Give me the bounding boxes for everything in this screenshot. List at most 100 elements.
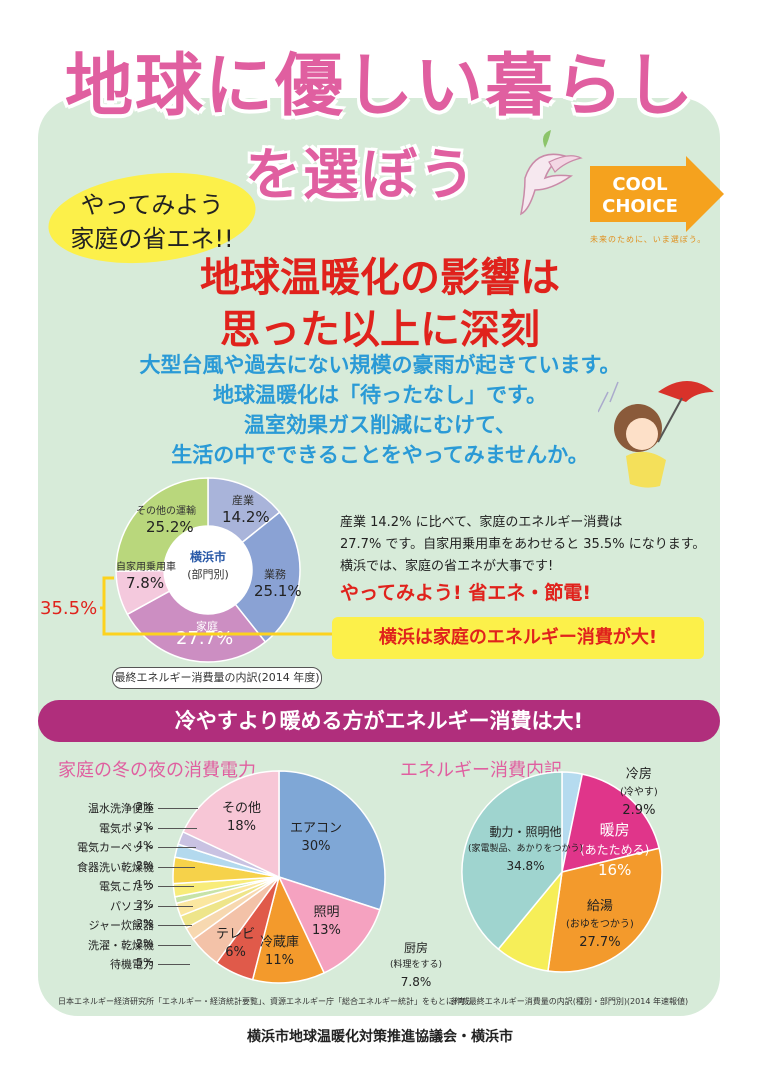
slice-label: 電気ポット	[99, 821, 154, 835]
chart2-inner-label: 冷蔵庫 11%	[260, 934, 299, 970]
pie-slice-4	[461, 771, 563, 951]
slice-label: パソコン	[110, 899, 154, 913]
slice-label: テレビ	[216, 927, 256, 942]
slice-value: 2%	[136, 936, 154, 950]
slice-value: 2.9%	[622, 803, 656, 818]
badge-text: やってみよう 家庭の省エネ!!	[44, 188, 260, 256]
slice-value: 6%	[225, 945, 246, 960]
slice-value: 11%	[265, 953, 294, 968]
pie-slice-2	[251, 874, 326, 984]
slice-value: 7.8%	[400, 975, 432, 989]
chart2-title: 家庭の冬の夜の消費電力	[58, 760, 256, 781]
pie-slice-1	[561, 773, 661, 874]
slice-label: 待機電力	[110, 958, 154, 971]
leader-line	[158, 905, 193, 907]
slice-value: 18%	[227, 819, 256, 834]
footer-credit: 横浜市地球温暖化対策推進協議会・横浜市	[247, 1029, 513, 1045]
chart2-inner-label: 照明 13%	[312, 904, 341, 940]
slice-value: 2%	[136, 897, 154, 911]
slice-value: 4%	[136, 839, 154, 852]
slice-label: 業務	[264, 568, 286, 581]
slice-sublabel: (料理をする)	[390, 960, 443, 970]
donut-center-sub: (部門別)	[187, 568, 229, 581]
combined-percent-label: 35.5%	[40, 598, 98, 619]
chart2-side-label: 電気カーペット	[58, 839, 154, 855]
pie-slice-2	[547, 847, 663, 973]
chart3-label: 厨房 (料理をする) 7.8%	[390, 940, 442, 991]
leader-line	[158, 944, 191, 946]
yokohama-energy-donut-chart	[115, 477, 301, 663]
slice-label: 厨房	[404, 941, 429, 955]
slice-value: 5%	[136, 956, 154, 969]
slice-label: 自家用乗用車	[116, 562, 176, 573]
slice-value: 30%	[301, 839, 331, 854]
lead-line: 生活の中でできることをやってみませんか。	[171, 443, 589, 467]
girl-umbrella-illustration	[598, 381, 714, 488]
pie-slice-1	[277, 875, 381, 974]
donut-center-title: 横浜市	[189, 550, 226, 564]
description-line: 27.7% です。自家用乗用車をあわせると 35.5% になります。	[340, 537, 706, 552]
description-line: 産業 14.2% に比べて、家庭のエネルギー消費は	[340, 515, 623, 530]
chart3-label: 動力・照明他 (家電製品、あかりをつかう) 34.8%	[468, 824, 583, 875]
chart3-label: 暖房 (あたためる) 16%	[580, 820, 649, 880]
chart2-inner-label: テレビ 6%	[216, 926, 255, 962]
logo-choice: CHOICE	[602, 196, 678, 217]
slice-label: 暖房	[599, 821, 630, 839]
chart2-side-label: 電気ポット	[58, 820, 154, 836]
chart2-side-label: 待機電力	[58, 956, 154, 972]
chart2-side-label: 食器洗い乾燥機	[58, 859, 154, 875]
leader-line	[158, 808, 198, 809]
chart2-source-note: 日本エネルギー経済研究所「エネルギー・経済統計要覧」、資源エネルギー庁「総合エネ…	[58, 997, 470, 1006]
slice-sublabel: (家電製品、あかりをつかう)	[468, 844, 584, 854]
chart2-side-label: パソコン	[58, 898, 154, 914]
slice-sublabel: (冷やす)	[620, 787, 658, 798]
slice-label: 給湯	[586, 899, 613, 914]
slice-label: 家庭	[196, 620, 218, 633]
lead-line: 大型台風や過去にない規模の豪雨が起きています。	[139, 353, 621, 377]
chart2-side-label: ジャー炊飯器	[58, 917, 154, 933]
chart3-source-note: 参考:最終エネルギー消費量の内訳(種別・部門別)(2014 年速報値)	[450, 997, 689, 1006]
chart2-inner-label: エアコン 30%	[290, 820, 342, 856]
chart2-side-label: 電気こたつ	[58, 878, 154, 894]
slice-value: 1%	[136, 878, 154, 891]
slice-label: 電気カーペット	[77, 841, 154, 854]
chart2-side-label: 温水洗浄便座	[58, 800, 154, 816]
headline-line2: 思った以上に深刻	[220, 307, 540, 353]
chart3-title: エネルギー消費内訳	[400, 760, 562, 781]
slice-label: ジャー炊飯器	[88, 919, 154, 932]
slice-label: その他	[222, 801, 262, 816]
slice-label: その他の運輸	[136, 506, 196, 517]
slice-sublabel: (あたためる)	[580, 843, 650, 857]
slice-value: 2%	[136, 800, 154, 813]
leader-line	[158, 886, 194, 887]
section-banner-text: 冷やすより暖める方がエネルギー消費は大!	[174, 709, 584, 733]
leader-line	[158, 827, 197, 829]
headline-line1: 地球温暖化の影響は	[200, 255, 560, 301]
highlight-box	[332, 617, 704, 659]
slice-value: 2%	[136, 917, 154, 930]
main-title-line2: を選ぼう	[245, 143, 477, 208]
badge-line1: やってみよう	[80, 191, 224, 219]
slice-label: 動力・照明他	[489, 825, 562, 839]
slice-value: 13%	[312, 923, 341, 938]
slice-label: 電気こたつ	[99, 880, 154, 893]
slice-value: 14.2%	[222, 508, 270, 526]
chart1-caption: 最終エネルギー消費量の内訳(2014 年度)	[112, 667, 322, 689]
lead-line: 地球温暖化は「待ったなし」です。	[213, 383, 547, 407]
badge-line2: 家庭の省エネ!!	[70, 225, 234, 253]
slice-value: 2%	[136, 819, 154, 833]
leader-line	[158, 964, 190, 965]
leader-line	[158, 925, 192, 926]
logo-tagline: 未来のために、いま選ぼう。	[590, 235, 707, 244]
energy-breakdown-pie-chart	[461, 771, 663, 973]
leader-line	[158, 866, 195, 868]
slice-label: 産業	[232, 494, 254, 507]
yellow-badge	[48, 172, 256, 264]
chart2-side-label: 洗濯・乾燥機	[58, 937, 154, 953]
slice-label: 洗濯・乾燥機	[88, 938, 154, 952]
combined-bracket	[100, 576, 332, 636]
description-line: 横浜では、家庭の省エネが大事です!	[340, 559, 554, 574]
donut-hole	[164, 526, 252, 614]
slice-value: 16%	[598, 861, 632, 879]
winter-night-power-pie-chart	[172, 770, 386, 984]
